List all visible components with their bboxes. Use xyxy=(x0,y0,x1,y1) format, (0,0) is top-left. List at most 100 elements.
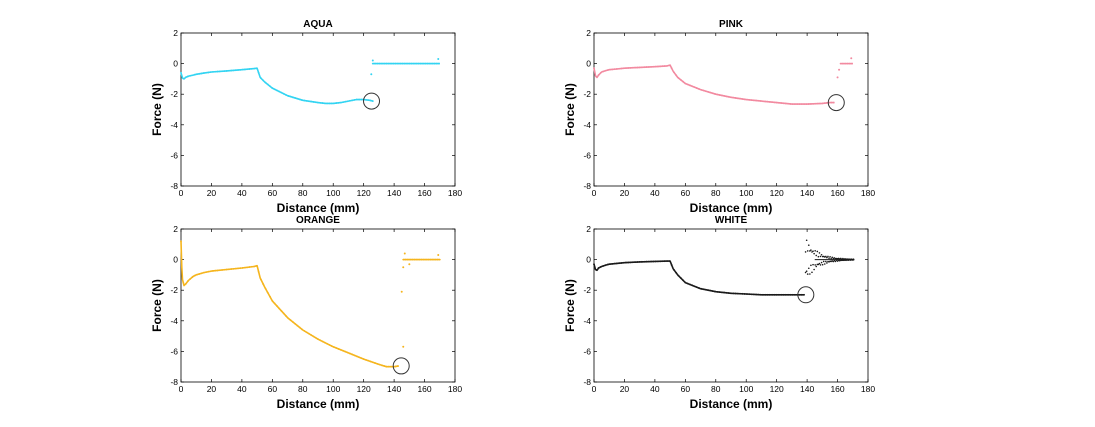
data-point xyxy=(791,293,794,296)
data-point xyxy=(844,62,847,65)
x-tick-label: 140 xyxy=(387,384,401,394)
data-point xyxy=(184,283,187,285)
data-point xyxy=(593,263,595,266)
data-point xyxy=(625,261,627,264)
data-point xyxy=(707,289,710,292)
data-point xyxy=(264,287,267,290)
data-point xyxy=(618,262,621,265)
data-point xyxy=(426,62,429,65)
data-point xyxy=(746,293,748,295)
data-point xyxy=(830,101,833,104)
data-point xyxy=(675,271,678,274)
data-point xyxy=(280,91,283,94)
data-point xyxy=(821,263,824,266)
y-tick-label: -2 xyxy=(583,89,591,99)
data-point xyxy=(828,257,830,260)
x-tick-label: 100 xyxy=(739,188,753,198)
data-point xyxy=(409,258,411,261)
data-point xyxy=(803,103,805,106)
data-point xyxy=(296,324,299,327)
data-point xyxy=(666,260,668,263)
data-point xyxy=(205,71,208,74)
data-point xyxy=(766,100,769,103)
data-point xyxy=(198,72,201,75)
data-point xyxy=(611,68,614,71)
x-tick-label: 80 xyxy=(711,384,721,394)
x-axis-label: Distance (mm) xyxy=(277,397,360,411)
data-point xyxy=(319,339,322,342)
data-point xyxy=(789,293,792,296)
data-point xyxy=(349,352,351,355)
break-point-marker xyxy=(363,92,381,110)
x-tick-label: 0 xyxy=(592,384,597,394)
data-point xyxy=(682,80,684,83)
data-point xyxy=(791,103,794,106)
data-point xyxy=(661,65,664,68)
x-tick-label: 120 xyxy=(770,384,784,394)
data-point xyxy=(305,99,308,102)
data-point xyxy=(675,74,678,77)
data-point xyxy=(654,260,657,263)
data-point xyxy=(189,74,192,77)
data-point xyxy=(599,71,602,74)
data-point xyxy=(301,99,303,101)
data-point xyxy=(645,260,648,263)
break-point-marker xyxy=(392,357,410,375)
data-point xyxy=(431,62,434,65)
x-tick-label: 180 xyxy=(448,188,462,198)
data-point xyxy=(755,293,758,296)
data-point xyxy=(657,260,659,263)
data-point xyxy=(815,265,818,268)
data-point xyxy=(344,100,347,103)
data-point xyxy=(360,357,363,360)
y-tick-label: -4 xyxy=(170,316,178,326)
data-point xyxy=(230,69,233,72)
data-point xyxy=(794,103,796,106)
data-point xyxy=(262,79,265,82)
data-point xyxy=(704,288,707,291)
data-point xyxy=(202,72,205,74)
data-point xyxy=(307,100,310,103)
data-point xyxy=(333,346,335,349)
data-point xyxy=(394,365,397,368)
data-point xyxy=(778,101,780,104)
data-point xyxy=(376,62,379,65)
data-point xyxy=(819,264,822,266)
data-point xyxy=(700,287,703,290)
data-point xyxy=(670,67,673,70)
data-point xyxy=(353,354,356,357)
data-point xyxy=(301,328,303,331)
data-point xyxy=(775,101,778,104)
data-point xyxy=(429,258,432,261)
data-point xyxy=(287,95,290,97)
data-point xyxy=(830,257,832,260)
data-point xyxy=(718,94,721,96)
data-point xyxy=(764,293,767,296)
data-point xyxy=(419,62,422,65)
data-point xyxy=(360,98,363,101)
y-tick-label: -4 xyxy=(583,120,591,130)
data-point xyxy=(282,312,285,315)
data-point xyxy=(387,62,390,65)
y-tick-label: 2 xyxy=(173,224,178,234)
y-tick-label: 2 xyxy=(173,28,178,38)
data-point xyxy=(704,90,707,93)
data-point xyxy=(826,262,828,264)
x-tick-label: 160 xyxy=(417,384,431,394)
data-point xyxy=(232,267,235,270)
data-point xyxy=(411,258,414,261)
data-point xyxy=(371,100,374,102)
data-point xyxy=(294,97,297,99)
data-point xyxy=(307,332,310,335)
data-point xyxy=(422,258,425,261)
data-point xyxy=(374,362,376,364)
series-line xyxy=(593,64,835,105)
data-point xyxy=(205,271,208,274)
data-point xyxy=(378,62,381,65)
data-point xyxy=(816,250,819,253)
data-point xyxy=(597,267,600,269)
data-point xyxy=(686,282,689,285)
x-tick-label: 0 xyxy=(179,188,184,198)
data-point xyxy=(225,70,228,72)
